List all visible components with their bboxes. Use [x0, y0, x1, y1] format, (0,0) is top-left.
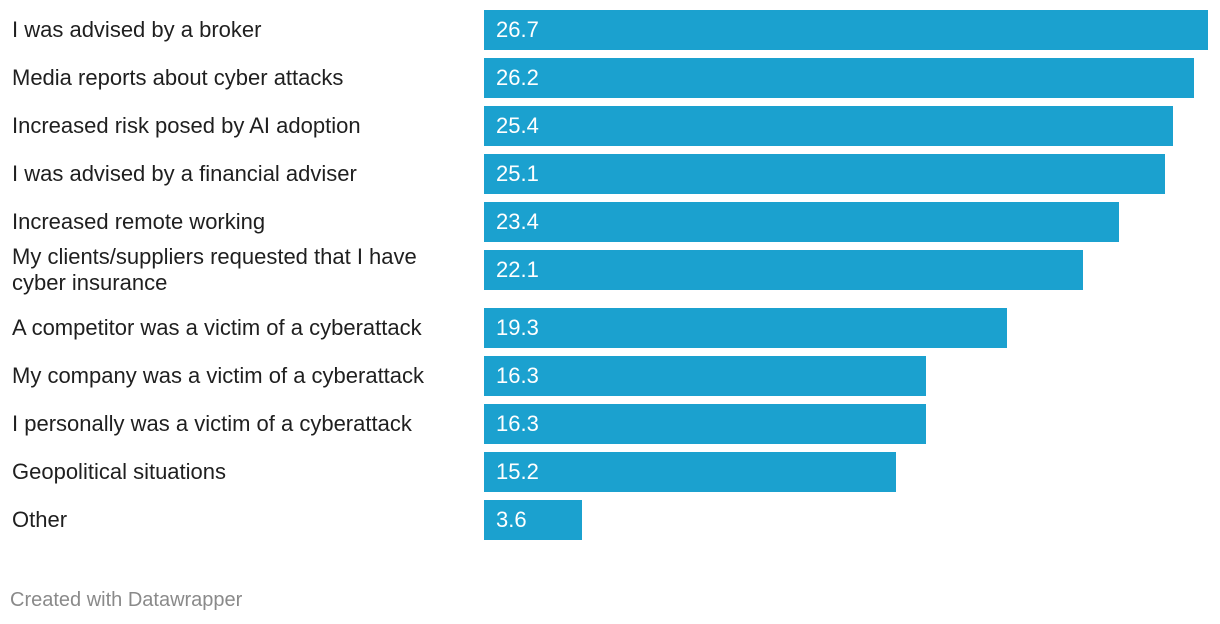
bar: [484, 452, 897, 492]
bar: [484, 308, 1008, 348]
bar: [484, 10, 1208, 50]
category-label: My company was a victim of a cyberattack: [12, 363, 425, 388]
category-label: Increased risk posed by AI adoption: [12, 113, 361, 138]
bar: [484, 500, 582, 540]
bar-row: Geopolitical situations 15.2: [0, 452, 1220, 492]
bar-row: I was advised by a broker 26.7: [0, 10, 1220, 50]
value-label: 16.3: [496, 363, 539, 388]
bar-row: Other 3.6: [0, 500, 1220, 540]
value-label: 25.4: [496, 113, 539, 138]
bar-row: My company was a victim of a cyberattack…: [0, 356, 1220, 396]
bar-row: I personally was a victim of a cyberatta…: [0, 404, 1220, 444]
bar-row: A competitor was a victim of a cyberatta…: [0, 308, 1220, 348]
bar-row: My clients/suppliers requested that I ha…: [0, 244, 1220, 295]
bar: [484, 106, 1173, 146]
category-label: Other: [12, 507, 68, 532]
value-label: 25.1: [496, 161, 539, 186]
bar: [484, 356, 926, 396]
bar: [484, 404, 926, 444]
value-label: 22.1: [496, 257, 539, 282]
value-label: 19.3: [496, 315, 539, 340]
bar: [484, 250, 1084, 290]
bar-chart: I was advised by a broker 26.7 Media repor…: [0, 10, 1220, 540]
bar-row: Media reports about cyber attacks 26.2: [0, 58, 1220, 98]
value-label: 26.7: [496, 17, 539, 42]
bar-row: I was advised by a financial adviser 25.1: [0, 154, 1220, 194]
category-label: I personally was a victim of a cyberatta…: [12, 411, 412, 436]
value-label: 3.6: [496, 507, 527, 532]
bar: [484, 154, 1165, 194]
value-label: 26.2: [496, 65, 539, 90]
category-label: Media reports about cyber attacks: [12, 65, 344, 90]
category-label: I was advised by a financial adviser: [12, 161, 357, 186]
bar-row: Increased remote working 23.4: [0, 202, 1220, 242]
category-label: A competitor was a victim of a cyberatta…: [12, 315, 422, 340]
category-label: I was advised by a broker: [12, 17, 262, 42]
category-label: My clients/suppliers requested that I ha…: [12, 244, 417, 295]
bar: [484, 58, 1195, 98]
value-label: 16.3: [496, 411, 539, 436]
datawrapper-credit: Created with Datawrapper: [10, 589, 243, 611]
category-label: Geopolitical situations: [12, 459, 227, 484]
bar-row: Increased risk posed by AI adoption 25.4: [0, 106, 1220, 146]
bar: [484, 202, 1119, 242]
value-label: 15.2: [496, 459, 539, 484]
category-label: Increased remote working: [12, 209, 266, 234]
value-label: 23.4: [496, 209, 539, 234]
